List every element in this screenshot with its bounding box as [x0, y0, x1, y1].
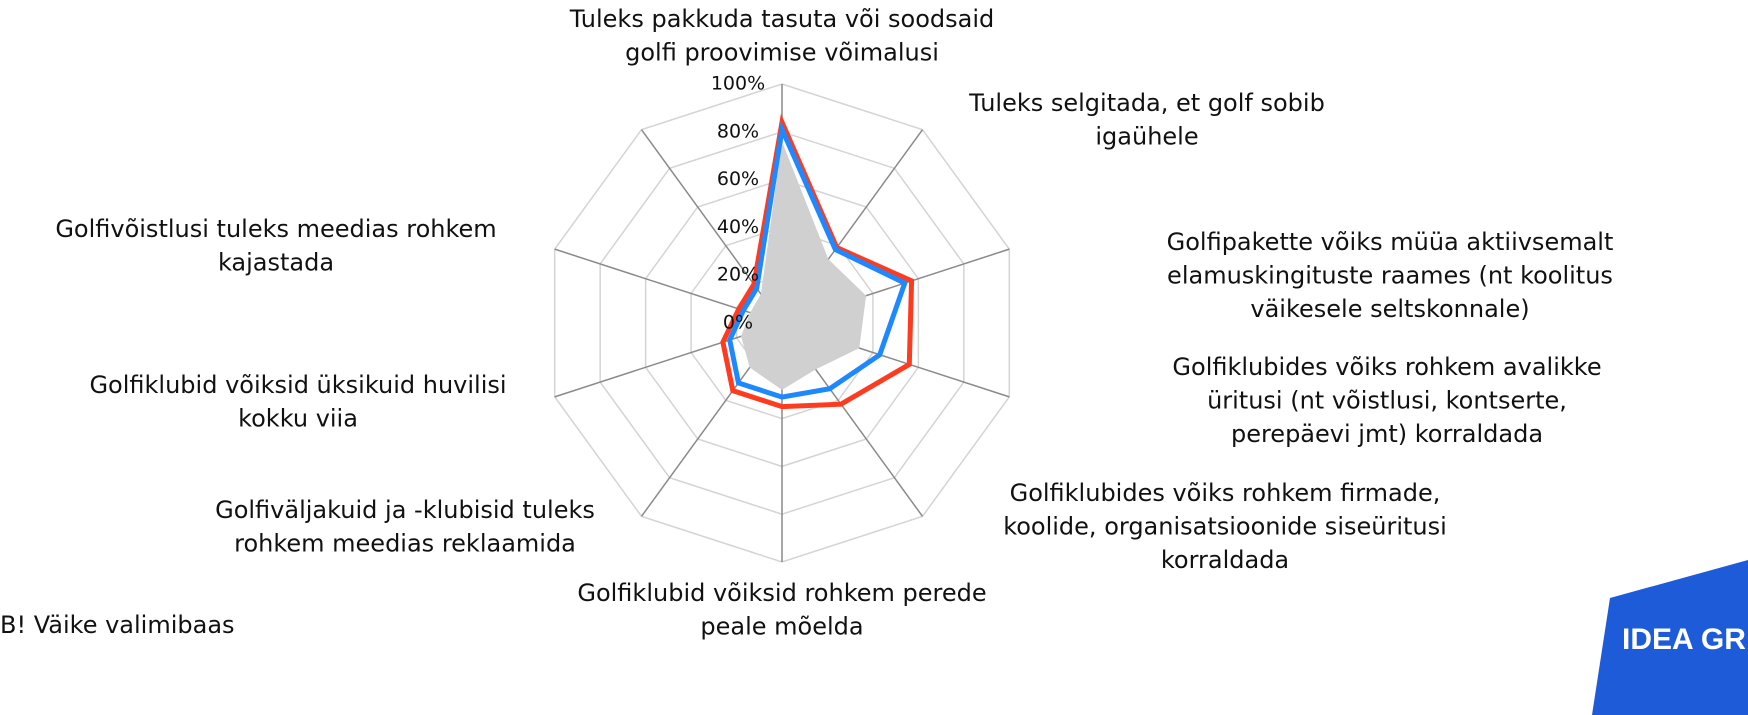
category-label: korraldada — [1161, 546, 1289, 574]
note: B! Väike valimibaas — [0, 611, 235, 639]
category-label: igaühele — [1095, 123, 1198, 151]
category-label: Tuleks selgitada, et golf sobib — [968, 89, 1325, 117]
series-line — [727, 120, 908, 400]
r-tick-label: 40% — [717, 216, 759, 238]
series-line — [720, 113, 915, 410]
category-label: kajastada — [218, 249, 334, 277]
category-label: Golfiväljakuid ja -klubisid tuleks — [215, 496, 595, 524]
category-label: Golfivõistlusi tuleks meedias rohkem — [55, 215, 496, 243]
category-label: kokku viia — [238, 405, 358, 433]
r-tick-label: 0% — [723, 312, 753, 334]
logo-shape — [1592, 560, 1748, 715]
category-label: Golfiklubid võiksid rohkem perede — [577, 579, 986, 607]
category-label: väikesele seltskonnale) — [1250, 295, 1529, 323]
spoke — [640, 129, 783, 324]
r-tick-label: 20% — [717, 264, 759, 286]
category-label: Tuleks pakkuda tasuta või soodsaid — [569, 5, 994, 33]
category-label: elamuskingituste raames (nt koolitus — [1167, 262, 1613, 290]
r-tick-label: 100% — [711, 73, 765, 95]
category-label: golfi proovimise võimalusi — [625, 39, 939, 67]
category-label: Golfipakette võiks müüa aktiivsemalt — [1167, 228, 1614, 256]
area — [741, 141, 867, 390]
category-label: perepäevi jmt) korraldada — [1231, 420, 1543, 448]
category-label: Golfiklubides võiks rohkem avalikke — [1172, 353, 1601, 381]
category-label: üritusi (nt võistlusi, kontserte, — [1207, 387, 1567, 415]
category-label: peale mõelda — [700, 613, 863, 641]
category-label: Golfiklubid võiksid üksikuid huvilisi — [89, 371, 506, 399]
logo-text: IDEA GR — [1622, 623, 1746, 656]
category-label: koolide, organisatsioonide siseüritusi — [1003, 513, 1447, 541]
category-label: rohkem meedias reklaamida — [234, 530, 576, 558]
category-label: Golfiklubides võiks rohkem firmade, — [1010, 479, 1441, 507]
r-tick-label: 60% — [717, 168, 759, 190]
r-tick-label: 80% — [717, 120, 759, 142]
